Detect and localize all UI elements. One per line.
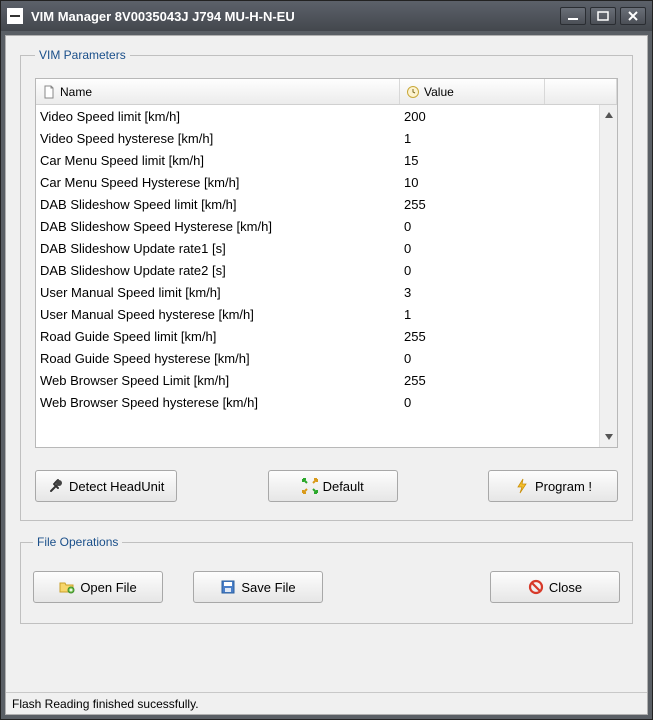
save-file-button[interactable]: Save File	[193, 571, 323, 603]
cell-name: Video Speed hysterese [km/h]	[36, 131, 400, 146]
plug-icon	[48, 478, 64, 494]
scroll-down-icon[interactable]	[603, 431, 615, 443]
maximize-button[interactable]	[590, 7, 616, 25]
floppy-disk-icon	[220, 579, 236, 595]
table-row[interactable]: Video Speed hysterese [km/h]1	[36, 127, 599, 149]
table-row[interactable]: DAB Slideshow Speed limit [km/h]255	[36, 193, 599, 215]
cell-value: 10	[400, 175, 545, 190]
default-button[interactable]: Default	[268, 470, 398, 502]
prohibit-icon	[528, 579, 544, 595]
spacer	[353, 571, 460, 603]
status-text: Flash Reading finished sucessfully.	[12, 697, 199, 711]
app-window: VIM Manager 8V0035043J J794 MU-H-N-EU VI…	[0, 0, 653, 720]
cell-value: 255	[400, 373, 545, 388]
open-file-button[interactable]: Open File	[33, 571, 163, 603]
detect-label: Detect HeadUnit	[69, 479, 164, 494]
system-menu-icon[interactable]	[7, 8, 23, 24]
cell-name: DAB Slideshow Speed Hysterese [km/h]	[36, 219, 400, 234]
vim-legend: VIM Parameters	[35, 48, 130, 62]
table-row[interactable]: Web Browser Speed hysterese [km/h]0	[36, 391, 599, 413]
default-label: Default	[323, 479, 364, 494]
cell-name: Road Guide Speed hysterese [km/h]	[36, 351, 400, 366]
table-row[interactable]: Video Speed limit [km/h]200	[36, 105, 599, 127]
cell-name: Car Menu Speed Hysterese [km/h]	[36, 175, 400, 190]
column-header-value[interactable]: Value	[400, 79, 545, 104]
program-button[interactable]: Program !	[488, 470, 618, 502]
cell-value: 1	[400, 307, 545, 322]
table-row[interactable]: Road Guide Speed limit [km/h]255	[36, 325, 599, 347]
file-button-row: Open File Save File Close	[33, 571, 620, 603]
folder-open-icon	[59, 579, 75, 595]
cell-value: 0	[400, 241, 545, 256]
scroll-up-icon[interactable]	[603, 109, 615, 121]
table-row[interactable]: Car Menu Speed limit [km/h]15	[36, 149, 599, 171]
listview-body: Video Speed limit [km/h]200Video Speed h…	[36, 105, 617, 447]
cell-name: DAB Slideshow Update rate2 [s]	[36, 263, 400, 278]
table-row[interactable]: Road Guide Speed hysterese [km/h]0	[36, 347, 599, 369]
close-button[interactable]	[620, 7, 646, 25]
table-row[interactable]: DAB Slideshow Update rate1 [s]0	[36, 237, 599, 259]
table-row[interactable]: Web Browser Speed Limit [km/h]255	[36, 369, 599, 391]
open-label: Open File	[80, 580, 136, 595]
status-bar: Flash Reading finished sucessfully.	[6, 692, 647, 714]
cell-name: Web Browser Speed hysterese [km/h]	[36, 395, 400, 410]
cell-value: 0	[400, 219, 545, 234]
cell-name: DAB Slideshow Update rate1 [s]	[36, 241, 400, 256]
table-row[interactable]: DAB Slideshow Speed Hysterese [km/h]0	[36, 215, 599, 237]
table-row[interactable]: DAB Slideshow Update rate2 [s]0	[36, 259, 599, 281]
scrollbar[interactable]	[599, 105, 617, 447]
cell-value: 200	[400, 109, 545, 124]
cell-name: Web Browser Speed Limit [km/h]	[36, 373, 400, 388]
titlebar[interactable]: VIM Manager 8V0035043J J794 MU-H-N-EU	[1, 1, 652, 31]
cell-value: 255	[400, 329, 545, 344]
cell-value: 1	[400, 131, 545, 146]
cell-name: Car Menu Speed limit [km/h]	[36, 153, 400, 168]
cell-value: 0	[400, 263, 545, 278]
document-icon	[42, 85, 56, 99]
column-value-label: Value	[424, 85, 454, 99]
detect-headunit-button[interactable]: Detect HeadUnit	[35, 470, 177, 502]
table-row[interactable]: User Manual Speed limit [km/h]3	[36, 281, 599, 303]
column-name-label: Name	[60, 85, 92, 99]
vim-button-row: Detect HeadUnit Default	[35, 470, 618, 502]
lightning-icon	[514, 478, 530, 494]
file-legend: File Operations	[33, 535, 122, 549]
cell-name: Video Speed limit [km/h]	[36, 109, 400, 124]
content: VIM Parameters Name	[6, 36, 647, 692]
cell-value: 15	[400, 153, 545, 168]
window-buttons	[560, 7, 646, 25]
table-row[interactable]: User Manual Speed hysterese [km/h]1	[36, 303, 599, 325]
cell-name: Road Guide Speed limit [km/h]	[36, 329, 400, 344]
file-operations-group: File Operations Open File Save File	[20, 535, 633, 624]
program-label: Program !	[535, 479, 592, 494]
parameters-listview[interactable]: Name Value Video Speed limit [km/h]200Vi…	[35, 78, 618, 448]
close-label: Close	[549, 580, 582, 595]
vim-parameters-group: VIM Parameters Name	[20, 48, 633, 521]
column-blank	[545, 79, 617, 104]
clock-icon	[406, 85, 420, 99]
window-title: VIM Manager 8V0035043J J794 MU-H-N-EU	[31, 9, 560, 24]
cell-value: 3	[400, 285, 545, 300]
cell-value: 0	[400, 395, 545, 410]
cell-name: User Manual Speed limit [km/h]	[36, 285, 400, 300]
save-label: Save File	[241, 580, 295, 595]
cell-value: 0	[400, 351, 545, 366]
expand-icon	[302, 478, 318, 494]
cell-name: DAB Slideshow Speed limit [km/h]	[36, 197, 400, 212]
cell-name: User Manual Speed hysterese [km/h]	[36, 307, 400, 322]
cell-value: 255	[400, 197, 545, 212]
listview-rows: Video Speed limit [km/h]200Video Speed h…	[36, 105, 599, 447]
table-row[interactable]: Car Menu Speed Hysterese [km/h]10	[36, 171, 599, 193]
close-dialog-button[interactable]: Close	[490, 571, 620, 603]
listview-header: Name Value	[36, 79, 617, 105]
client-area: VIM Parameters Name	[5, 35, 648, 715]
column-header-name[interactable]: Name	[36, 79, 400, 104]
minimize-button[interactable]	[560, 7, 586, 25]
